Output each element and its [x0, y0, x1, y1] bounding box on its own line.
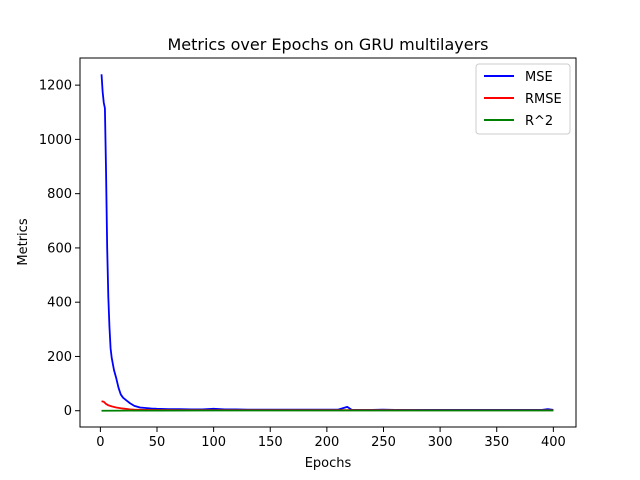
x-tick-label: 400 — [541, 435, 566, 450]
x-tick-label: 0 — [96, 435, 104, 450]
series-layer — [100, 74, 554, 412]
x-tick-label: 250 — [371, 435, 396, 450]
x-tick-label: 50 — [149, 435, 166, 450]
y-tick-label: 800 — [47, 187, 72, 202]
y-axis-ticks: 0 200 400 600 800 1000 1200 — [39, 79, 80, 419]
legend-label-r2: R^2 — [525, 114, 553, 129]
y-tick-label: 400 — [47, 296, 72, 311]
x-tick-label: 200 — [314, 435, 339, 450]
y-tick-label: 200 — [47, 350, 72, 365]
legend-box — [475, 63, 571, 135]
plot-area: 0 50 100 150 200 250 300 350 400 0 200 400 600 800 10… — [39, 57, 577, 450]
legend: MSE RMSE R^2 — [475, 63, 571, 135]
y-tick-label: 1200 — [39, 79, 72, 94]
x-axis-ticks: 0 50 100 150 200 250 300 350 400 — [96, 427, 566, 450]
y-tick-label: 600 — [47, 241, 72, 256]
chart-title: Metrics over Epochs on GRU multilayers — [167, 35, 488, 54]
x-axis-label: Epochs — [305, 456, 352, 471]
x-tick-label: 350 — [484, 435, 509, 450]
x-tick-label: 300 — [428, 435, 453, 450]
x-tick-label: 100 — [201, 435, 226, 450]
legend-label-rmse: RMSE — [525, 92, 562, 107]
x-tick-label: 150 — [258, 435, 283, 450]
y-axis-label: Metrics — [16, 218, 31, 265]
legend-label-mse: MSE — [525, 70, 553, 85]
y-tick-label: 1000 — [39, 133, 72, 148]
y-tick-label: 0 — [64, 404, 72, 419]
axes-frame — [79, 57, 577, 428]
